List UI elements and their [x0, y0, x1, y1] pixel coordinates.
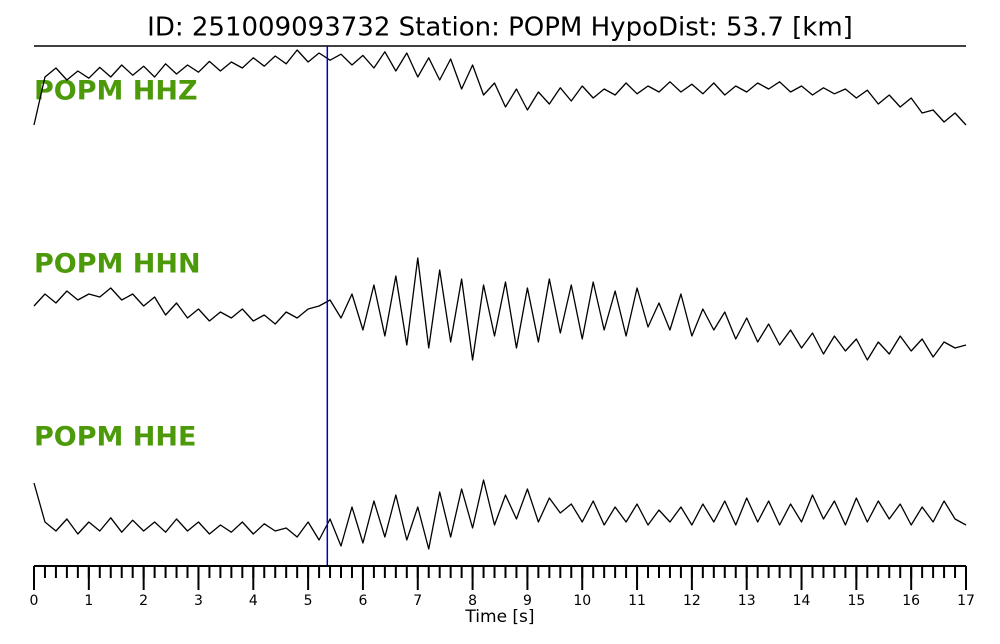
x-tick-label: 13	[738, 593, 756, 609]
x-tick-label: 6	[358, 593, 367, 609]
x-tick-label: 4	[249, 593, 258, 609]
waveform	[33, 257, 967, 361]
x-tick-label: 16	[902, 593, 920, 609]
x-tick-label: 10	[573, 593, 591, 609]
x-tick-label: 15	[847, 593, 865, 609]
trace-label: POPM HHZ	[34, 76, 198, 107]
x-tick-label: 11	[628, 593, 646, 609]
x-tick-label: 7	[413, 593, 422, 609]
chart-title: ID: 251009093732 Station: POPM HypoDist:…	[147, 13, 853, 43]
x-tick-label: 8	[468, 593, 477, 609]
x-tick-label: 1	[84, 593, 93, 609]
x-tick-label: 9	[523, 593, 532, 609]
x-tick-label: 5	[304, 593, 313, 609]
x-tick-label: 17	[957, 593, 975, 609]
trace-label: POPM HHN	[34, 249, 201, 280]
trace-label: POPM HHE	[34, 422, 196, 453]
x-tick-label: 3	[194, 593, 203, 609]
x-tick-label: 2	[139, 593, 148, 609]
waveform	[33, 479, 967, 550]
x-tick-label: 14	[793, 593, 811, 609]
x-tick-label: 12	[683, 593, 701, 609]
x-tick-label: 0	[30, 593, 39, 609]
x-axis-label: Time [s]	[464, 607, 534, 627]
waveform	[33, 49, 967, 126]
